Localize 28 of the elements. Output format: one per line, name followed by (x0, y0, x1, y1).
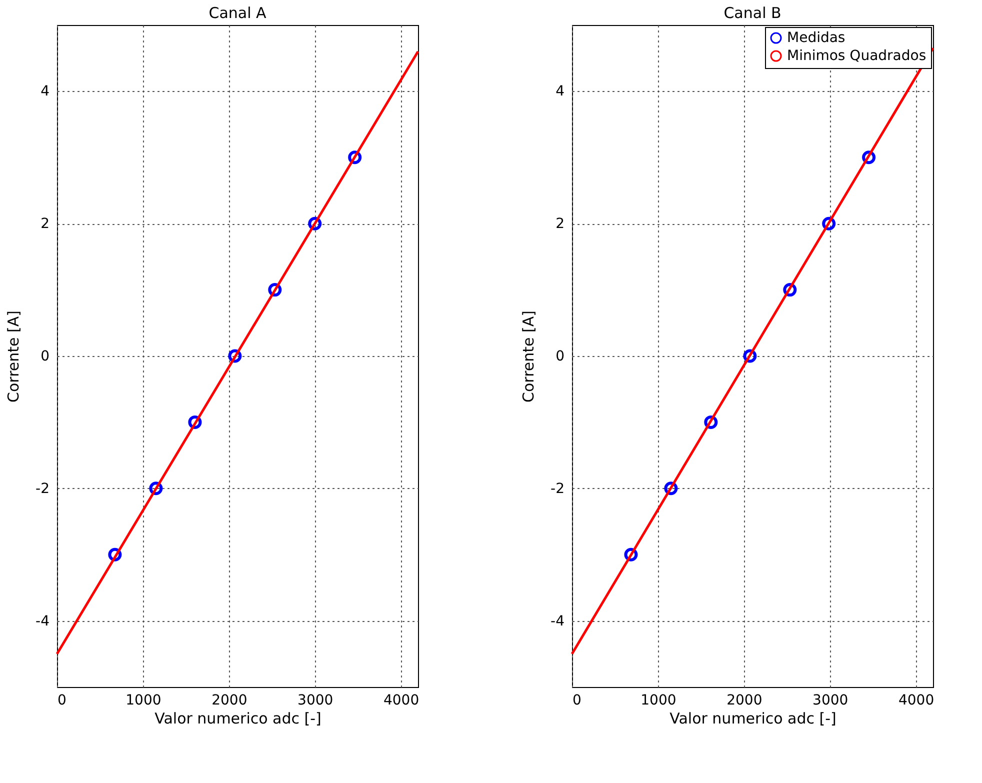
x-axis-title: Valor numerico adc [-] (154, 710, 322, 728)
x-tick-label: 3000 (298, 692, 334, 708)
y-tick-label: 0 (40, 348, 50, 364)
y-tick-label: 4 (40, 84, 50, 100)
y-tick-label: -4 (550, 613, 565, 630)
y-axis-title: Corrente [A] (4, 310, 23, 402)
y-tick-label: 4 (556, 84, 565, 100)
x-tick-label: 4000 (898, 692, 934, 708)
x-tick-label: 0 (572, 692, 582, 708)
legend-label: Medidas (787, 30, 846, 46)
y-tick-label: 0 (556, 348, 564, 364)
x-tick-label: 1000 (126, 692, 162, 708)
x-tick-label: 1000 (640, 692, 676, 708)
x-tick-label: 0 (58, 692, 66, 708)
y-tick-label: -4 (36, 613, 50, 630)
y-tick-label: 2 (40, 216, 50, 232)
x-axis-title: Valor numerico adc [-] (670, 710, 836, 728)
x-tick-label: 3000 (812, 692, 848, 708)
x-tick-label: 2000 (212, 692, 248, 708)
y-tick-label: -2 (550, 480, 564, 497)
x-tick-label: 2000 (726, 692, 762, 708)
y-tick-label: 2 (556, 216, 564, 232)
chart-title: Canal B (724, 4, 782, 22)
y-tick-label: -2 (36, 480, 50, 497)
x-tick-label: 4000 (383, 692, 420, 708)
y-axis-title: Corrente [A] (520, 310, 538, 402)
chart-title: Canal A (208, 4, 268, 22)
legend-label: Minimos Quadrados (787, 48, 926, 64)
